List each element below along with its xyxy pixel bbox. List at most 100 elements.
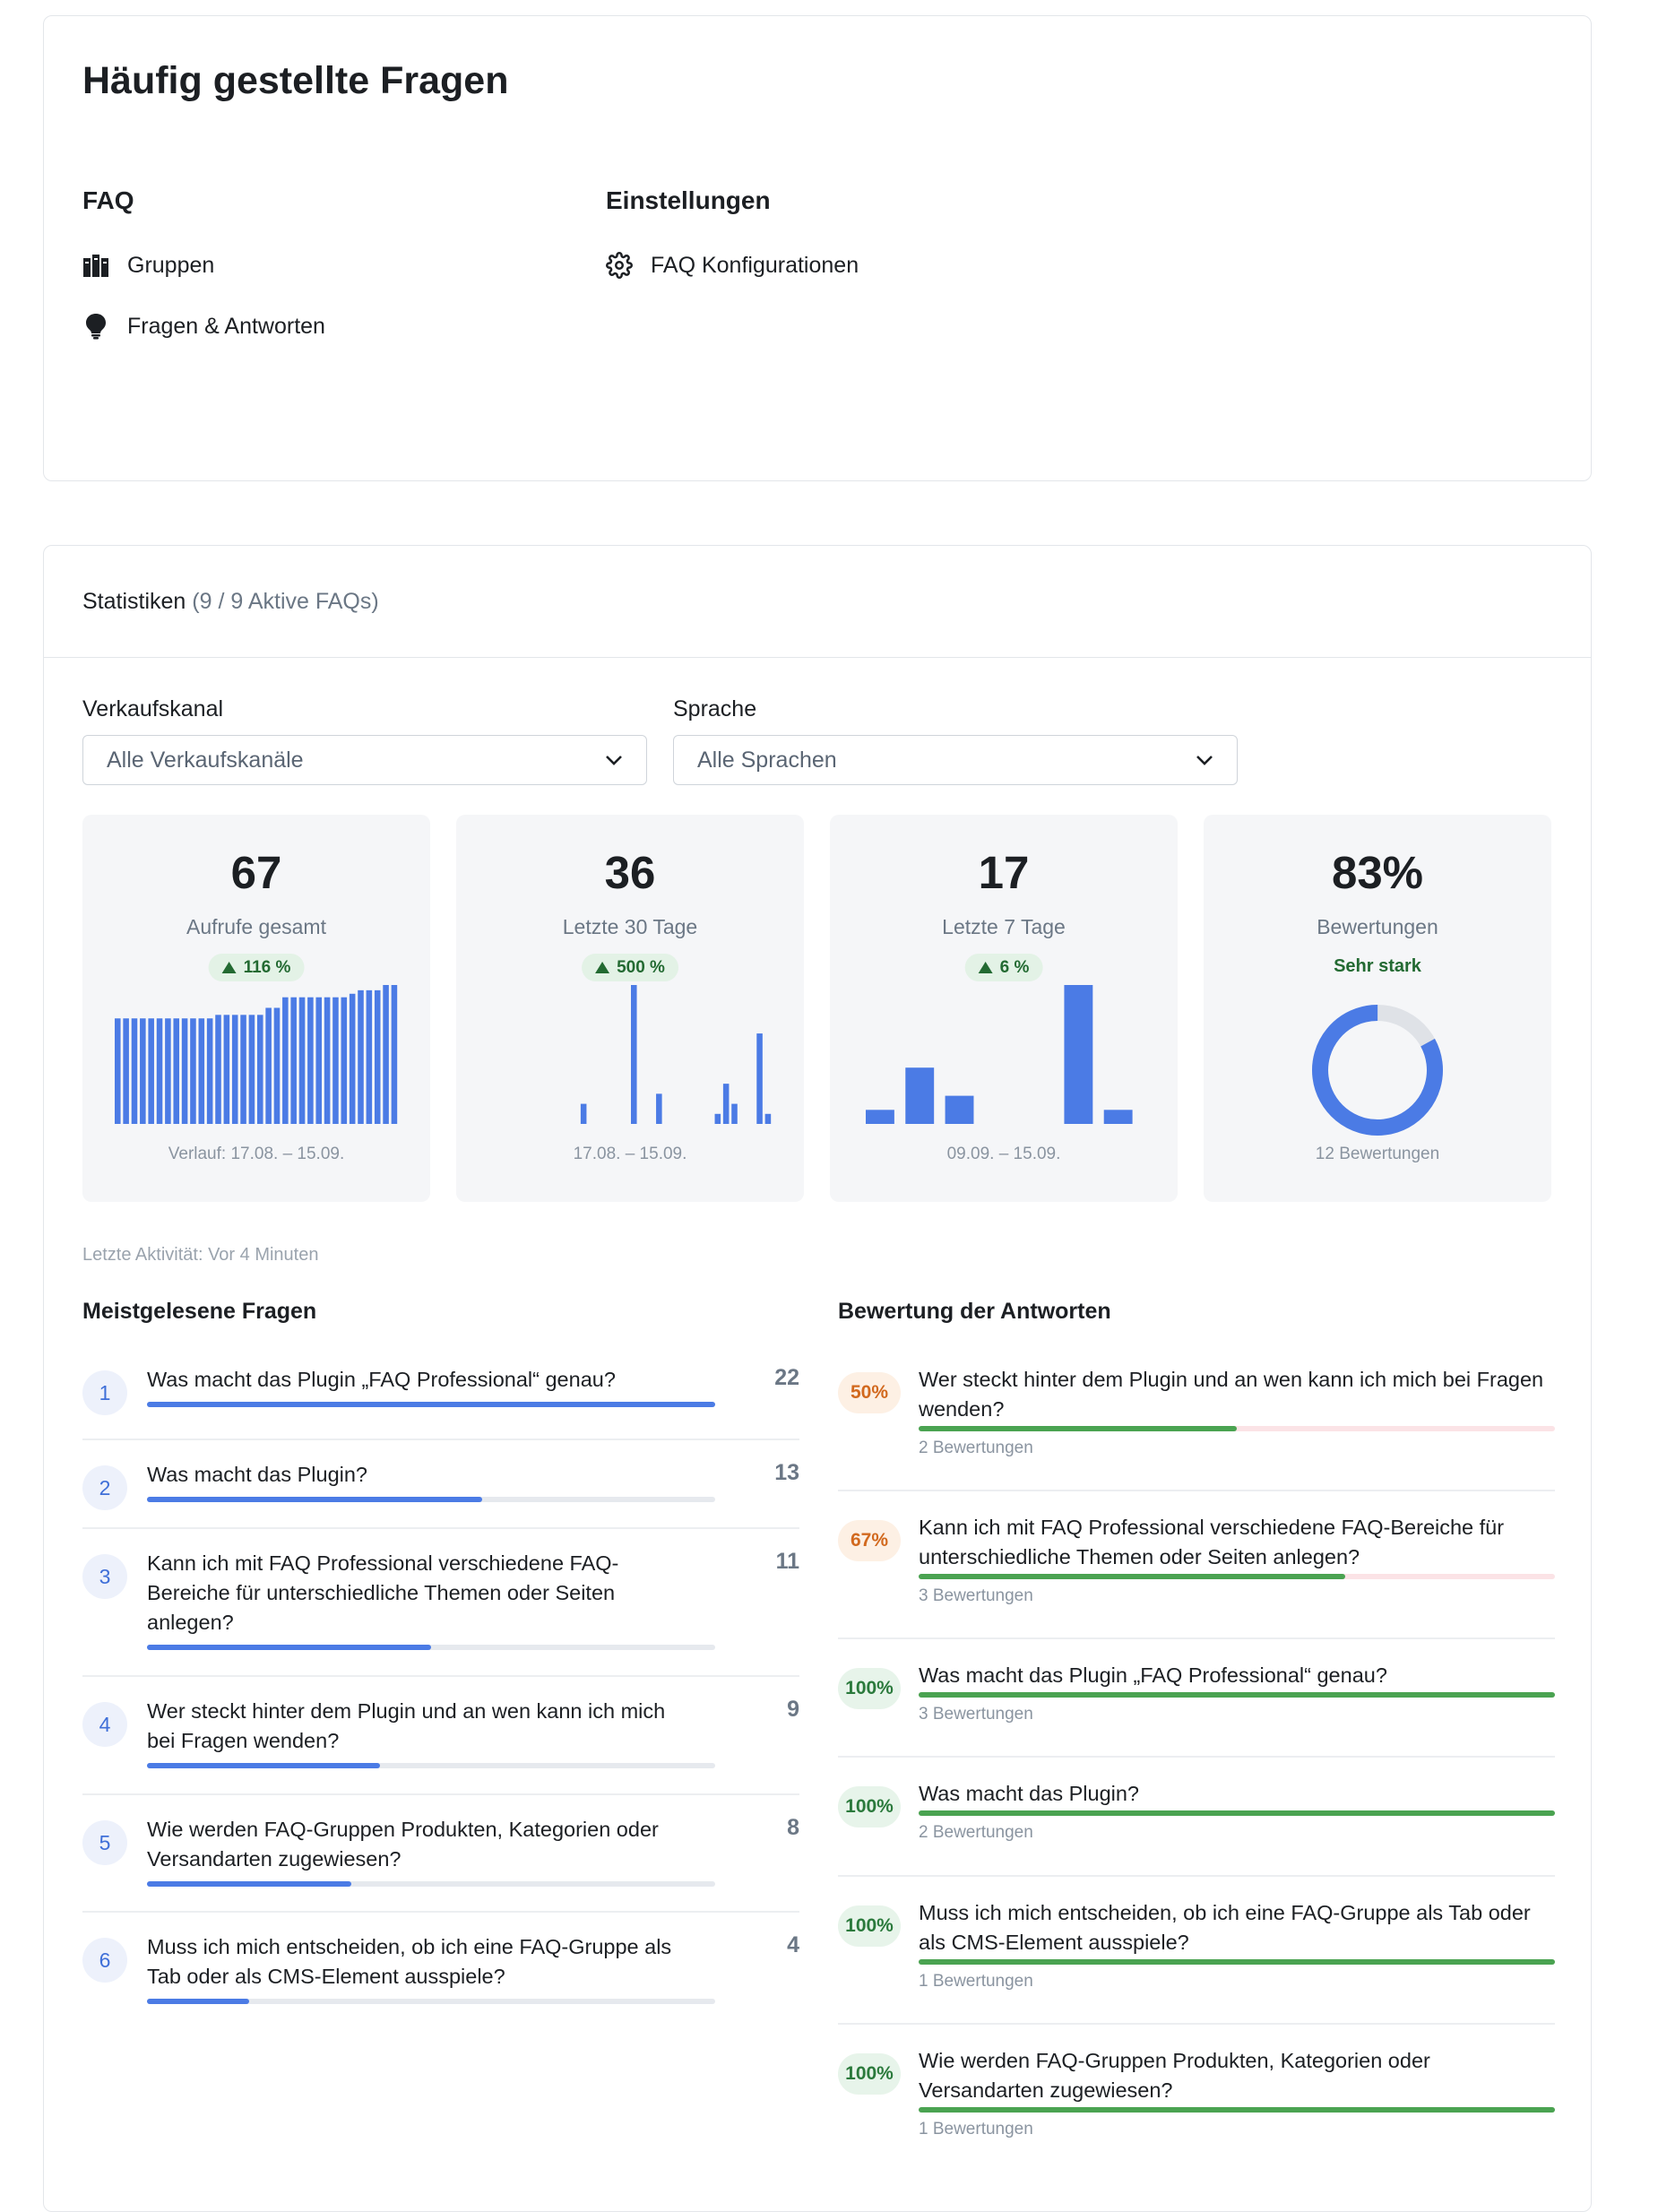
nav-item-fragen-antworten[interactable]: Fragen & Antworten	[82, 312, 325, 341]
rank-badge: 2	[82, 1465, 127, 1510]
chart-bar	[945, 1095, 974, 1124]
chart-bar	[391, 985, 398, 1124]
rating-fill	[919, 1810, 1555, 1816]
chart-bar	[656, 1093, 662, 1124]
view-count: 22	[774, 1365, 799, 1390]
chart-bar	[1064, 985, 1093, 1124]
view-share-fill	[147, 1645, 431, 1650]
chart-bar	[257, 1015, 263, 1124]
row-divider	[82, 1793, 799, 1795]
view-share-fill	[147, 1497, 483, 1502]
kpi-value: 36	[604, 847, 656, 898]
trend-value: 6 %	[999, 957, 1030, 977]
last-activity: Letzte Aktivität: Vor 4 Minuten	[82, 1245, 319, 1265]
kpi-value: 67	[230, 847, 282, 898]
question-text: Wer steckt hinter dem Plugin und an wen …	[919, 1368, 1544, 1421]
rating-fill	[919, 1574, 1345, 1579]
chart-bar	[307, 997, 314, 1124]
view-share-bar	[147, 1402, 715, 1407]
chart-bar	[1103, 1110, 1133, 1124]
row-divider	[82, 1911, 799, 1913]
channel-filter: Verkaufskanal Alle Verkaufskanäle	[82, 696, 647, 785]
trend-up-icon	[595, 962, 610, 973]
rating-percent-badge: 50%	[838, 1372, 901, 1413]
rating-count: 3 Bewertungen	[919, 1705, 1033, 1724]
rating-percent-badge: 100%	[838, 1786, 901, 1827]
kpi-label: Aufrufe gesamt	[186, 915, 326, 938]
kpi-label: Letzte 30 Tage	[562, 915, 698, 938]
chart-bar	[273, 1007, 281, 1124]
donut-value-arc	[1312, 1005, 1443, 1136]
rank-badge: 4	[82, 1702, 127, 1747]
chart-bar	[215, 1015, 221, 1124]
chart-bar	[140, 1018, 146, 1124]
nav-item-gruppen[interactable]: Gruppen	[82, 251, 325, 280]
view-share-bar	[147, 1645, 715, 1650]
chart-bar	[714, 1113, 721, 1124]
trend-up-icon	[221, 962, 237, 973]
views-bar-chart	[115, 985, 398, 1124]
nav-item-faq-konfigurationen[interactable]: FAQ Konfigurationen	[606, 251, 859, 280]
faq-nav-heading: FAQ	[82, 186, 134, 214]
rank-badge: 6	[82, 1938, 127, 1983]
chart-bar	[156, 1018, 163, 1124]
view-count: 4	[787, 1932, 799, 1957]
view-count: 11	[775, 1549, 799, 1574]
rating-fill	[919, 2107, 1555, 2113]
rating-bar	[919, 1692, 1555, 1698]
chart-bar	[580, 1103, 587, 1124]
faq-navigation-card: Häufig gestellte Fragen FAQ Gruppen	[43, 15, 1592, 481]
trend-value: 116 %	[243, 957, 291, 977]
most-read-title: Meistgelesene Fragen	[82, 1299, 317, 1324]
view-share-fill	[147, 1999, 250, 2004]
chart-bar	[374, 989, 381, 1124]
kpi-ratings: 83% Bewertungen Sehr stark 12 Bewertunge…	[1204, 815, 1551, 1202]
view-share-bar	[147, 1881, 715, 1887]
statistics-title-text: Statistiken	[82, 589, 186, 614]
chart-bar	[131, 1018, 138, 1124]
chart-bar	[248, 1015, 255, 1124]
nav-item-fragen-antworten-label: Fragen & Antworten	[127, 313, 325, 339]
kpi-last-30-days: 36 Letzte 30 Tage 500 % 17.08. – 15.09.	[456, 815, 804, 1202]
channel-filter-label: Verkaufskanal	[82, 696, 224, 721]
chart-bar	[223, 1015, 230, 1124]
chart-bar	[866, 1110, 894, 1124]
question-text: Was macht das Plugin „FAQ Professional“ …	[147, 1368, 616, 1391]
question-text: Was macht das Plugin?	[919, 1782, 1139, 1805]
chart-bar	[115, 1018, 121, 1124]
ratings-title: Bewertung der Antworten	[838, 1299, 1111, 1324]
chart-bar	[181, 1018, 188, 1124]
view-share-bar	[147, 1763, 715, 1768]
trend-badge: 500 %	[582, 954, 678, 981]
view-share-bar	[147, 1497, 715, 1502]
last-30-days-bar-chart	[580, 985, 772, 1124]
kpi-total-views: 67 Aufrufe gesamt 116 % Verlauf: 17.08. …	[82, 815, 430, 1202]
question-text: Was macht das Plugin „FAQ Professional“ …	[919, 1663, 1387, 1687]
chart-bar	[315, 997, 323, 1124]
trend-up-icon	[978, 962, 993, 973]
question-text: Kann ich mit FAQ Professional verschiede…	[147, 1551, 619, 1634]
rating-count: 2 Bewertungen	[919, 1823, 1033, 1842]
page-title: Häufig gestellte Fragen	[82, 59, 509, 102]
kpi-footer: 17.08. – 15.09.	[573, 1145, 687, 1163]
question-text: Kann ich mit FAQ Professional verschiede…	[919, 1516, 1505, 1568]
chart-bar	[240, 1015, 246, 1124]
row-divider	[838, 1637, 1555, 1639]
chart-bar	[231, 1015, 238, 1124]
language-select[interactable]: Alle Sprachen	[673, 735, 1238, 785]
chart-bar	[722, 1084, 730, 1124]
chart-bar	[631, 985, 637, 1124]
rating-bar	[919, 1574, 1555, 1579]
rank-badge: 5	[82, 1820, 127, 1865]
rating-bar	[919, 1810, 1555, 1816]
chart-bar	[290, 997, 297, 1124]
chart-bar	[731, 1103, 738, 1124]
kpi-footer: 09.09. – 15.09.	[946, 1145, 1061, 1163]
nav-item-gruppen-label: Gruppen	[127, 252, 215, 278]
question-text: Wie werden FAQ-Gruppen Produkten, Katego…	[147, 1818, 659, 1871]
channel-select[interactable]: Alle Verkaufskanäle	[82, 735, 647, 785]
view-count: 8	[787, 1815, 799, 1840]
rating-count: 3 Bewertungen	[919, 1586, 1033, 1605]
rating-percent-badge: 100%	[838, 1668, 901, 1709]
question-text: Was macht das Plugin?	[147, 1463, 367, 1486]
